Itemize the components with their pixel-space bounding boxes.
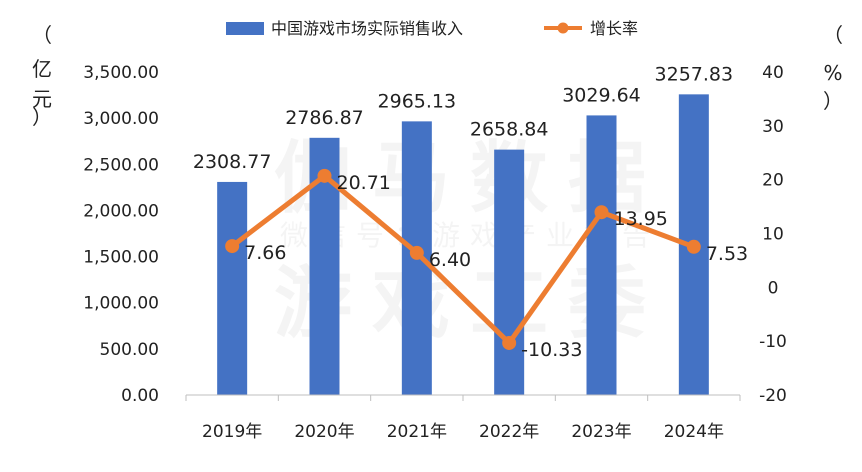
line-value-label: 20.71 <box>337 172 391 194</box>
bar <box>494 149 525 395</box>
line-point <box>594 205 609 220</box>
right-tick-label: -20 <box>759 386 787 406</box>
legend-marker-line <box>557 22 569 34</box>
bar-value-label: 2658.84 <box>470 119 549 141</box>
right-axis: -20 -10 0 10 20 30 40 （% ） <box>759 23 843 406</box>
line-point <box>502 335 517 350</box>
legend-label-line: 增长率 <box>590 19 638 38</box>
x-tick-label: 2024年 <box>664 422 724 442</box>
right-tick-label: 10 <box>762 225 784 245</box>
left-unit-char: 亿 <box>32 57 52 81</box>
line-point <box>686 239 701 254</box>
right-tick-label: 20 <box>762 171 784 191</box>
left-tick-label: 0.00 <box>121 386 159 406</box>
right-unit-char: （ <box>823 23 843 47</box>
bar <box>217 181 248 395</box>
left-tick-label: 1,500.00 <box>83 248 159 268</box>
left-tick-label: 500.00 <box>100 340 159 360</box>
right-tick-label: 0 <box>768 278 779 298</box>
left-unit-char: （ <box>32 23 52 47</box>
left-unit-char: 元 <box>32 87 52 111</box>
left-tick-label: 1,000.00 <box>83 294 159 314</box>
line-point <box>409 245 424 260</box>
left-tick-label: 3,500.00 <box>83 63 159 83</box>
left-tick-label: 3,000.00 <box>83 109 159 129</box>
line-value-label: -10.33 <box>521 339 582 361</box>
line-value-label: 7.66 <box>244 242 286 264</box>
legend: 中国游戏市场实际销售收入 增长率 <box>226 19 638 38</box>
bar-series <box>217 94 709 396</box>
bar <box>586 115 617 396</box>
growth-line <box>230 173 695 346</box>
left-tick-label: 2,500.00 <box>83 155 159 175</box>
line-value-label: 13.95 <box>614 208 668 230</box>
left-axis: 0.00 500.00 1,000.00 1,500.00 2,000.00 2,500.… <box>32 23 159 406</box>
x-tick-label: 2023年 <box>571 422 631 442</box>
right-tick-label: 40 <box>762 63 784 83</box>
x-axis: 2019年 2020年 2021年 2022年 2023年 2024年 <box>185 394 741 442</box>
line-value-label: 7.53 <box>706 243 748 265</box>
bar-value-label: 2965.13 <box>378 90 457 112</box>
x-tick-label: 2020年 <box>294 422 354 442</box>
line-point <box>225 239 240 254</box>
x-tick-label: 2021年 <box>387 422 447 442</box>
left-tick-label: 2,000.00 <box>83 201 159 221</box>
line-point <box>317 168 332 183</box>
bar-value-label: 2308.77 <box>193 151 272 173</box>
bar-value-label: 3029.64 <box>562 84 641 106</box>
bar-value-label: 2786.87 <box>285 107 364 129</box>
right-tick-label: -10 <box>759 332 787 352</box>
legend-swatch-bar <box>226 22 264 35</box>
line-value-label: 6.40 <box>429 249 471 271</box>
line-series <box>225 168 701 350</box>
right-tick-label: 30 <box>762 117 784 137</box>
x-tick-label: 2022年 <box>479 422 539 442</box>
bar-value-label: 3257.83 <box>655 63 734 85</box>
right-unit-char: ） <box>823 89 843 113</box>
data-labels: 2308.77 2786.87 2965.13 2658.84 3029.64 3257.… <box>193 63 748 361</box>
left-unit-char: ） <box>32 105 52 129</box>
x-tick-label: 2019年 <box>202 422 262 442</box>
right-unit-char: % <box>823 61 842 85</box>
legend-label-bar: 中国游戏市场实际销售收入 <box>271 19 463 38</box>
